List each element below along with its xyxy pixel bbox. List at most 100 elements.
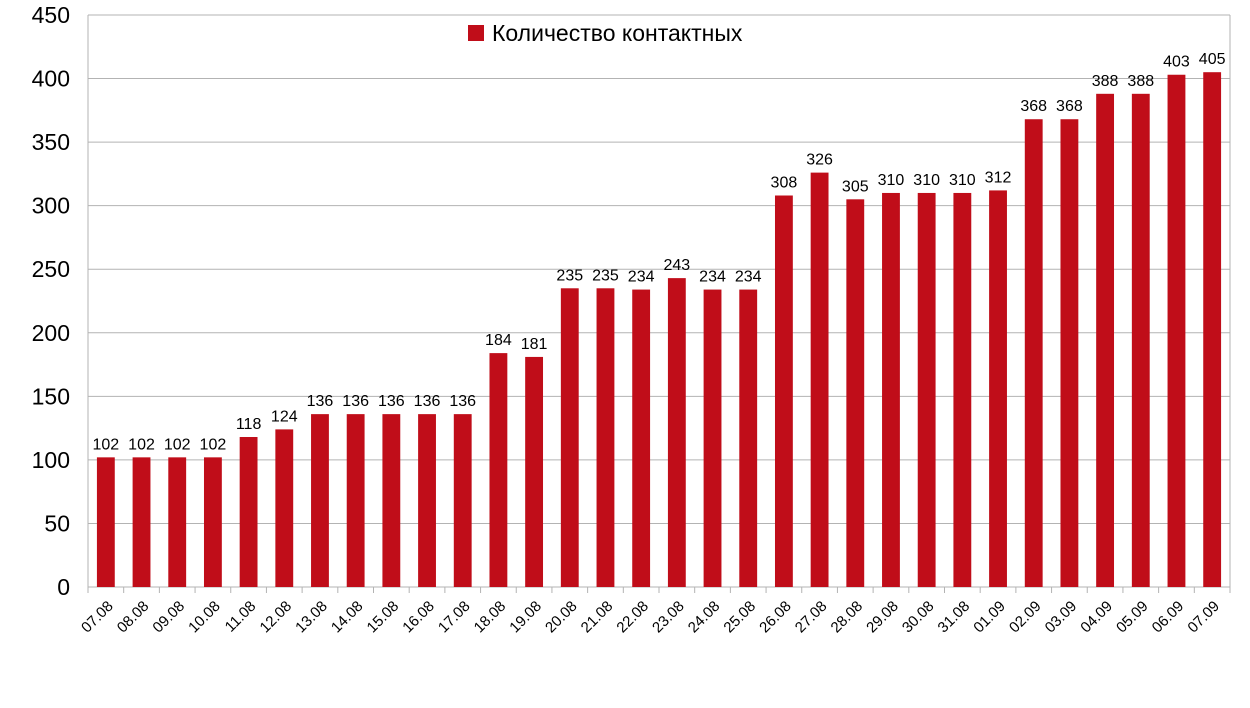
data-label: 234 [628, 269, 655, 286]
x-tick-label: 04.09 [1077, 598, 1116, 637]
data-label: 181 [521, 336, 548, 353]
y-tick-label: 100 [32, 447, 70, 473]
data-label: 305 [842, 178, 869, 195]
bar [239, 437, 258, 587]
x-tick-label: 17.08 [435, 598, 474, 637]
x-tick-label: 25.08 [720, 598, 759, 637]
data-label: 368 [1056, 98, 1083, 115]
x-tick-label: 27.08 [792, 598, 831, 637]
data-label: 235 [556, 267, 583, 284]
data-label: 118 [236, 416, 262, 433]
bar [1060, 119, 1079, 587]
x-tick-label: 28.08 [828, 598, 867, 637]
bar [667, 278, 686, 587]
bar [418, 414, 436, 587]
data-label: 124 [271, 408, 298, 425]
bar [596, 288, 615, 587]
y-tick-label: 0 [57, 574, 70, 600]
bar [632, 289, 651, 587]
x-tick-label: 08.08 [114, 598, 153, 637]
data-label: 310 [878, 172, 905, 189]
data-label: 136 [378, 393, 405, 410]
x-tick-label: 06.09 [1149, 598, 1188, 637]
data-label: 388 [1092, 73, 1119, 90]
data-label: 310 [913, 172, 940, 189]
bar [203, 457, 222, 587]
data-label: 326 [806, 152, 833, 169]
data-label: 234 [699, 269, 726, 286]
bar [489, 353, 508, 587]
data-label: 102 [164, 436, 191, 453]
x-axis: 07.0808.0809.0810.0811.0812.0813.0814.08… [78, 587, 1231, 637]
x-tick-label: 31.08 [935, 598, 974, 637]
x-tick-label: 07.08 [78, 598, 117, 637]
y-tick-label: 300 [32, 193, 70, 219]
data-label: 102 [128, 436, 155, 453]
data-label: 368 [1020, 98, 1047, 115]
bar [132, 457, 151, 587]
bar [382, 414, 401, 587]
bar [560, 288, 579, 587]
y-tick-label: 450 [32, 2, 70, 28]
data-label: 136 [414, 393, 441, 410]
x-tick-label: 20.08 [542, 598, 581, 637]
bar [774, 195, 793, 587]
x-tick-label: 03.09 [1042, 598, 1081, 637]
bar [846, 199, 865, 588]
data-label: 243 [663, 257, 690, 274]
bar [1203, 72, 1222, 587]
bar [739, 289, 758, 587]
x-tick-label: 09.08 [149, 598, 188, 637]
legend: Количество контактных [468, 20, 743, 46]
x-tick-label: 22.08 [613, 598, 652, 637]
x-tick-label: 12.08 [257, 598, 296, 637]
data-label: 102 [200, 436, 227, 453]
bar [96, 457, 115, 587]
bar [989, 190, 1007, 587]
data-label: 403 [1163, 54, 1190, 71]
x-tick-label: 10.08 [185, 598, 224, 637]
bar [953, 192, 972, 587]
x-tick-label: 18.08 [471, 598, 510, 637]
value-labels: 102 102 102 102 118 124 136 136 136 136 136 184 181 2… [92, 51, 1225, 453]
bar [275, 429, 294, 587]
x-tick-label: 16.08 [399, 598, 438, 637]
x-tick-label: 15.08 [364, 598, 403, 637]
y-axis: 0 50 100 150 200 250 300 350 400 450 [32, 2, 70, 600]
bar [917, 192, 936, 587]
x-tick-label: 11.08 [222, 598, 260, 636]
legend-label: Количество контактных [492, 20, 743, 46]
x-tick-label: 07.09 [1184, 598, 1223, 637]
y-tick-label: 350 [32, 129, 70, 155]
x-tick-label: 21.08 [578, 598, 617, 637]
data-label: 102 [92, 436, 119, 453]
data-label: 136 [342, 393, 369, 410]
bar [810, 172, 829, 587]
data-label: 235 [592, 267, 619, 284]
y-tick-label: 250 [32, 256, 70, 282]
bar [882, 192, 900, 587]
bar [1131, 93, 1150, 587]
y-tick-label: 50 [44, 510, 70, 536]
data-label: 136 [449, 393, 476, 410]
data-label: 184 [485, 332, 512, 349]
data-label: 136 [307, 393, 334, 410]
x-tick-label: 23.08 [649, 598, 688, 637]
bar [1167, 74, 1186, 587]
data-label: 308 [771, 174, 798, 191]
x-tick-label: 01.09 [970, 598, 1009, 637]
data-label: 310 [949, 172, 976, 189]
x-tick-label: 13.08 [292, 598, 331, 637]
data-label: 234 [735, 269, 762, 286]
x-tick-label: 24.08 [685, 598, 724, 637]
bars [96, 72, 1222, 588]
bar [525, 356, 544, 587]
bar [168, 457, 187, 587]
x-tick-label: 30.08 [899, 598, 938, 637]
y-tick-label: 150 [32, 383, 70, 409]
x-tick-label: 19.08 [506, 598, 545, 637]
bar [1024, 119, 1043, 587]
y-tick-label: 400 [32, 66, 70, 92]
